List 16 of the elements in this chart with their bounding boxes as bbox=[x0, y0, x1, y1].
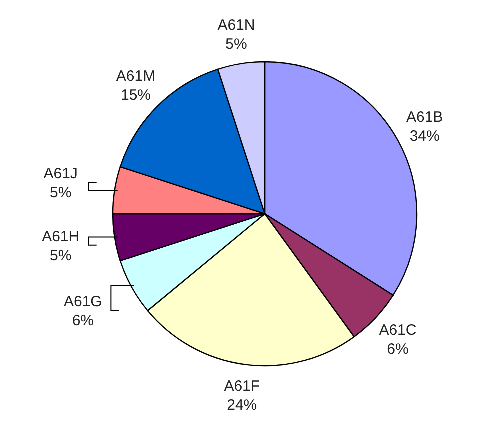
data-label: 15% bbox=[121, 87, 152, 104]
slice-label: A61H bbox=[42, 228, 80, 246]
data-label: 5% bbox=[50, 247, 72, 264]
data-label: 6% bbox=[72, 312, 94, 330]
data-label: 34% bbox=[410, 128, 440, 146]
slice-label: A61C bbox=[379, 322, 417, 339]
slice-label: A61N bbox=[218, 16, 256, 34]
data-label: 5% bbox=[226, 36, 248, 53]
slice-label: A61M bbox=[116, 68, 156, 86]
slice-label: A61J bbox=[44, 166, 78, 183]
slice-label: A61B bbox=[406, 109, 444, 126]
data-label: 6% bbox=[387, 340, 409, 358]
data-label: 5% bbox=[50, 184, 72, 202]
slice-label: A61F bbox=[224, 378, 260, 395]
slice-label: A61G bbox=[64, 294, 102, 311]
data-label: 24% bbox=[227, 396, 258, 414]
